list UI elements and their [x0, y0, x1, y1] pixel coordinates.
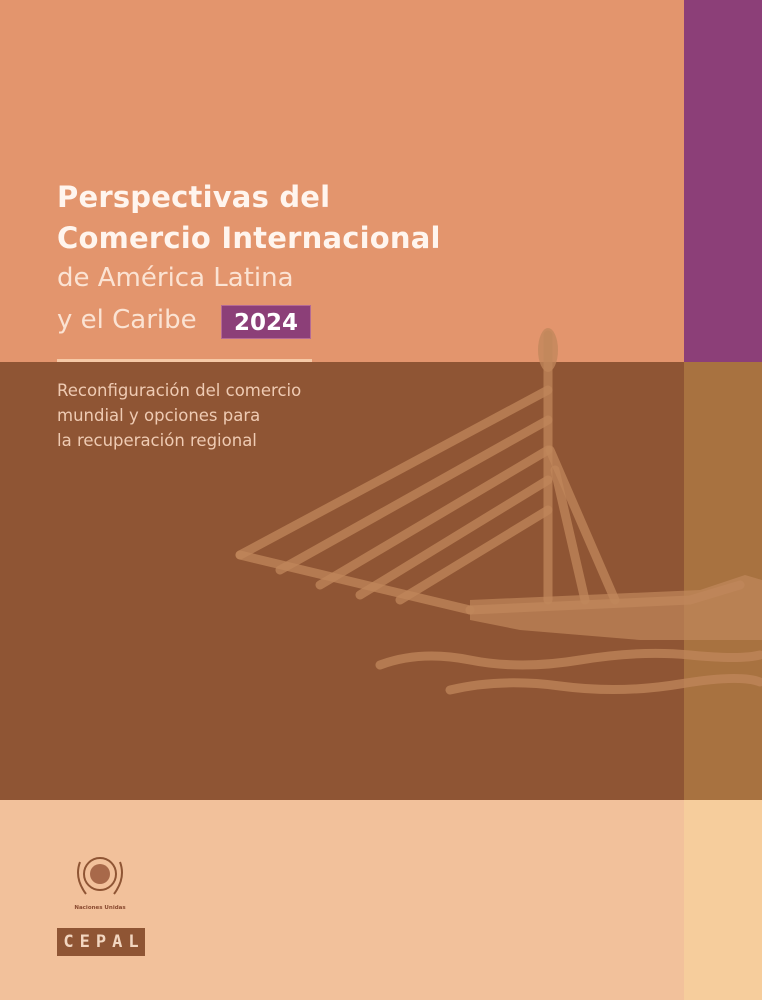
title-line-2: Comercio Internacional: [57, 221, 441, 255]
subtitle-line-3: la recuperación regional: [57, 431, 257, 450]
subtitle-line-1: Reconfiguración del comercio: [57, 381, 302, 400]
accent-column-top: [684, 0, 762, 362]
cover-top-band: [0, 0, 684, 362]
title-line-4: y el Caribe: [57, 305, 197, 335]
cover-bottom-band: [0, 800, 684, 1000]
subtitle-line-2: mundial y opciones para: [57, 406, 261, 425]
title-line-3: de América Latina: [57, 263, 294, 293]
year-badge: 2024: [221, 305, 311, 339]
accent-column-bottom: [684, 800, 762, 1000]
title-line-1: Perspectivas del: [57, 180, 331, 214]
un-emblem-icon: [77, 857, 123, 895]
title-divider: [57, 359, 312, 362]
un-label: Naciones Unidas: [74, 905, 126, 911]
cepal-logo: CEPAL: [57, 928, 145, 956]
